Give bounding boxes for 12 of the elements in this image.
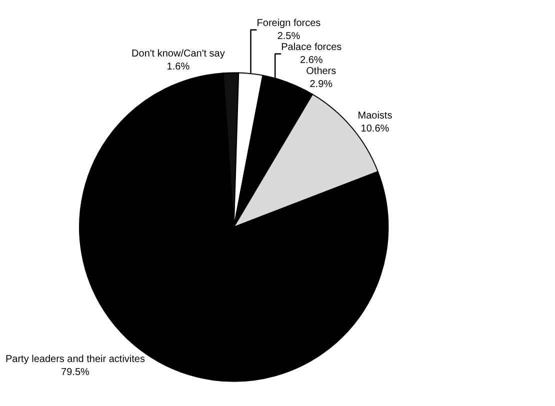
slice-label: Palace forces: [281, 42, 342, 53]
slice-label: Others: [306, 66, 336, 77]
data-label: 1.6%: [166, 62, 190, 73]
data-label: 10.6%: [360, 123, 390, 134]
slice-label: Party leaders and their activites: [5, 354, 145, 365]
data-label: 79.5%: [61, 366, 90, 378]
slice-label: Foreign forces: [256, 18, 321, 29]
slice-label: Maoists: [358, 110, 392, 122]
data-label: 2.5%: [277, 30, 300, 42]
slice-label: Don't know/Can't say: [132, 48, 225, 60]
data-label: 2.9%: [310, 78, 333, 90]
data-label: 2.6%: [300, 54, 323, 66]
